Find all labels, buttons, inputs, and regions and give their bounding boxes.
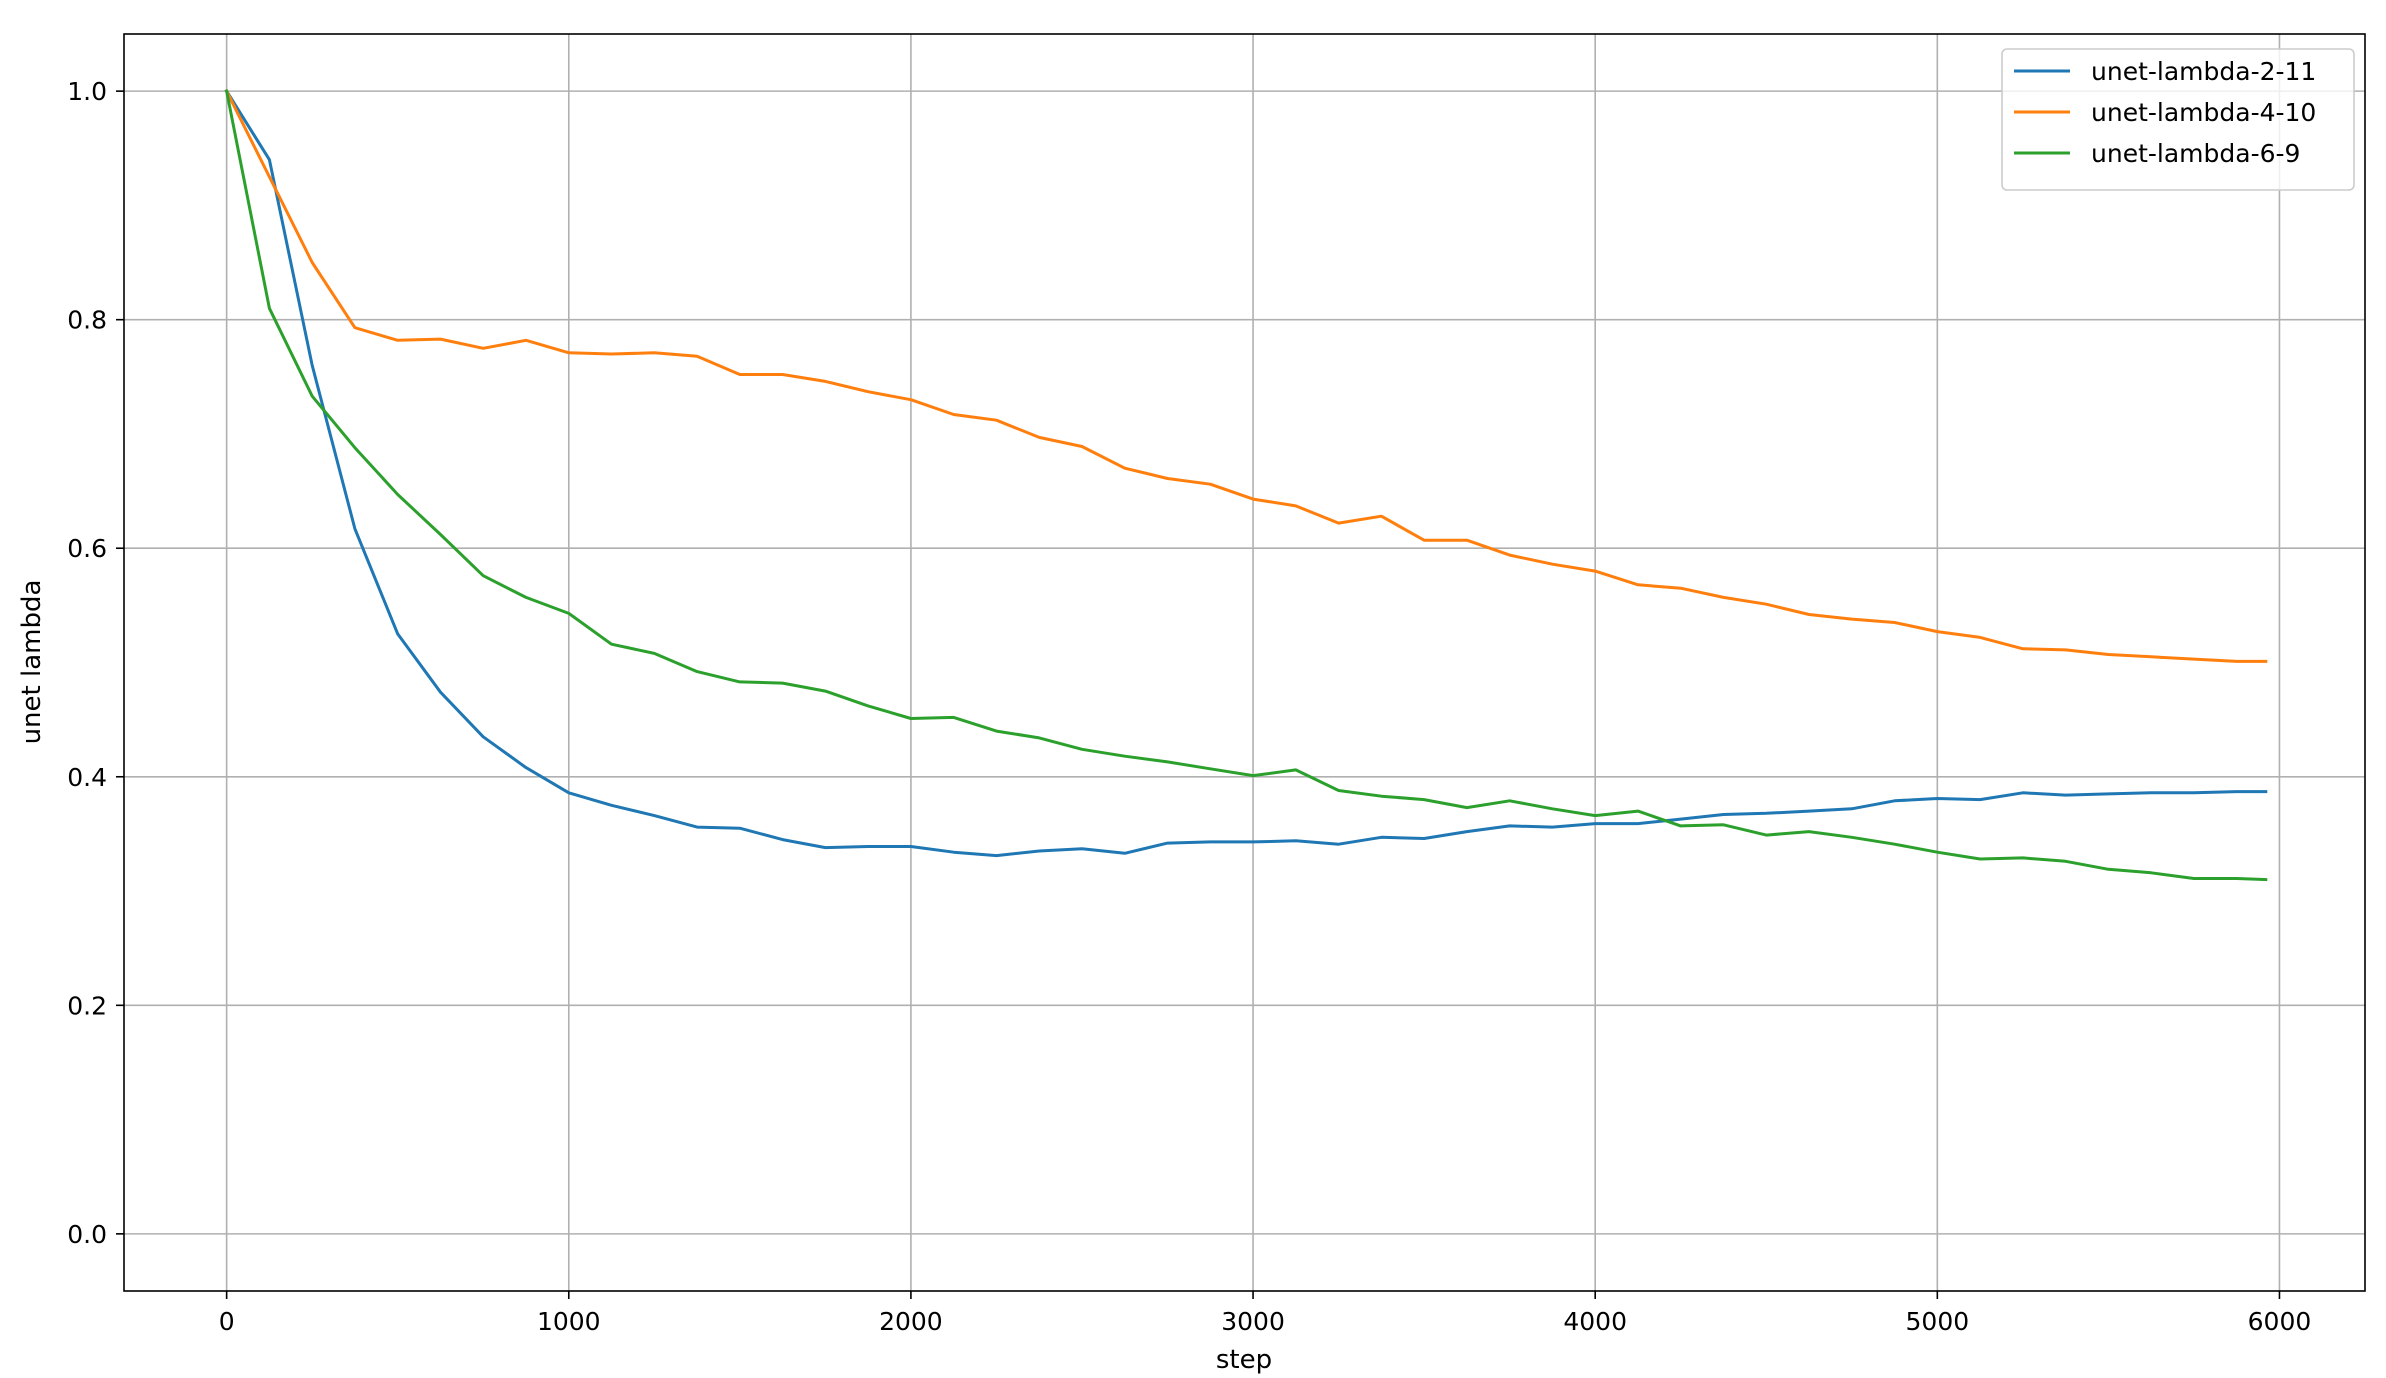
y-tick-label: 0.2 bbox=[67, 991, 107, 1020]
x-tick-label: 5000 bbox=[1906, 1307, 1970, 1336]
x-axis-label: step bbox=[1216, 1345, 1272, 1375]
legend-label: unet-lambda-4-10 bbox=[2091, 98, 2316, 127]
x-tick-label: 3000 bbox=[1221, 1307, 1285, 1336]
y-tick-label: 0.0 bbox=[67, 1220, 107, 1249]
plot-frame bbox=[123, 33, 2366, 1292]
legend: unet-lambda-2-11 unet-lambda-4-10 unet-lam… bbox=[2001, 48, 2355, 191]
series-line-unet-lambda-6-9 bbox=[224, 89, 2268, 882]
x-tick-label: 1000 bbox=[537, 1307, 601, 1336]
legend-frame bbox=[2001, 48, 2355, 191]
series-line-unet-lambda-2-11 bbox=[224, 89, 2268, 858]
legend-label: unet-lambda-2-11 bbox=[2091, 57, 2316, 86]
y-tick-label: 0.8 bbox=[67, 306, 107, 335]
x-tick-label: 6000 bbox=[2248, 1307, 2312, 1336]
y-tick-label: 0.4 bbox=[67, 763, 107, 792]
x-axis-ticks: 0 1000 2000 3000 4000 5000 6000 bbox=[219, 1291, 2312, 1336]
y-axis-ticks: 0.0 0.2 0.4 0.6 0.8 1.0 bbox=[67, 77, 124, 1249]
x-tick-label: 2000 bbox=[879, 1307, 943, 1336]
legend-label: unet-lambda-6-9 bbox=[2091, 139, 2300, 168]
y-axis-label: unet lambda bbox=[17, 580, 47, 745]
y-tick-label: 0.6 bbox=[67, 534, 107, 563]
y-tick-label: 1.0 bbox=[67, 77, 107, 106]
series-line-unet-lambda-4-10 bbox=[224, 89, 2268, 663]
x-tick-label: 0 bbox=[219, 1307, 235, 1336]
x-tick-label: 4000 bbox=[1563, 1307, 1627, 1336]
grid-lines bbox=[124, 34, 2365, 1291]
series-lines bbox=[224, 89, 2268, 882]
